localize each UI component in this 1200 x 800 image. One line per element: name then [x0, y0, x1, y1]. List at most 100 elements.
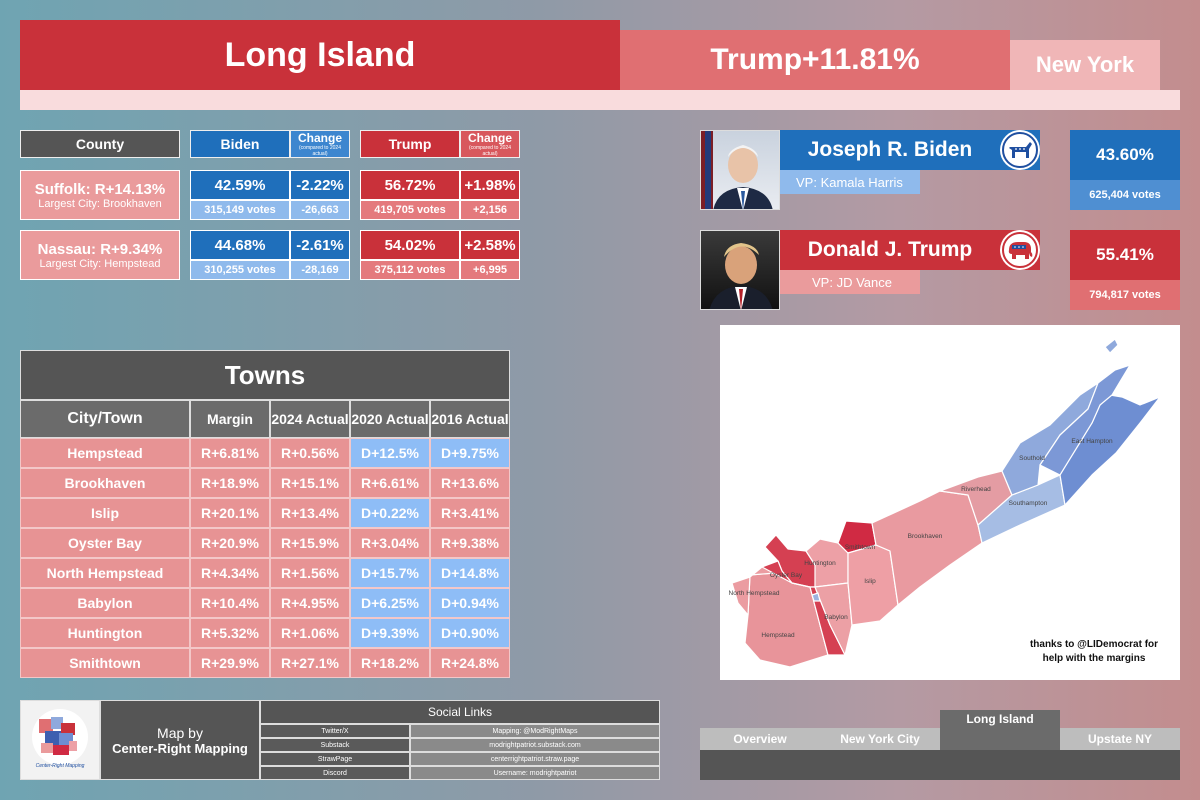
biden-change-label: Change	[297, 131, 342, 145]
town-value: D+15.7%	[350, 558, 430, 588]
biden-vote-change: -28,169	[290, 260, 350, 280]
trump-pct: 54.02%	[360, 230, 460, 260]
town-value: R+24.8%	[430, 648, 510, 678]
county-header: County	[20, 130, 180, 158]
title-text: Long Island	[224, 35, 416, 74]
trump-vp: VP: JD Vance	[780, 270, 920, 294]
social-row: Twitter/X Mapping: @ModRightMaps	[260, 724, 660, 738]
map-credit-line2: help with the margins	[1043, 653, 1146, 664]
trump-header: Trump	[360, 130, 460, 158]
town-name: Islip	[20, 498, 190, 528]
map-label-riverhead: Riverhead	[961, 486, 991, 493]
elephant-icon	[1000, 230, 1040, 270]
town-value: D+0.90%	[430, 618, 510, 648]
town-value: R+1.56%	[270, 558, 350, 588]
biden-votes: 310,255 votes	[190, 260, 290, 280]
biden-change-note: (compared to 2024 actual)	[299, 145, 341, 157]
author-name: Center-Right Mapping	[112, 740, 248, 756]
social-handle-link[interactable]: Mapping: @ModRightMaps	[410, 724, 660, 738]
democratic-party-logo	[1002, 132, 1038, 168]
town-value: R+20.1%	[190, 498, 270, 528]
biden-total-pct: 43.60%	[1070, 130, 1180, 180]
towns-header-row: City/Town Margin 2024 Actual 2020 Actual…	[20, 400, 510, 438]
town-value: R+13.6%	[430, 468, 510, 498]
social-handle-link[interactable]: modrightpatriot.substack.com	[410, 738, 660, 752]
map-label-east-hampton-1: East Hampton	[1071, 438, 1113, 445]
social-row: Discord Username: modrightpatriot	[260, 766, 660, 780]
town-name: Babylon	[20, 588, 190, 618]
candidate-name: Joseph R. Biden	[807, 138, 973, 161]
tab-bar-base	[700, 750, 1180, 780]
town-value: D+12.5%	[350, 438, 430, 468]
map-by-label: Map by	[157, 724, 203, 741]
town-value: R+20.9%	[190, 528, 270, 558]
person-silhouette-icon	[709, 243, 773, 309]
town-value: R+27.1%	[270, 648, 350, 678]
town-value: D+9.39%	[350, 618, 430, 648]
state-text: New York	[1035, 52, 1135, 77]
map-by-credit: Map by Center-Right Mapping	[100, 700, 260, 780]
table-row: Brookhaven R+18.9% R+15.1% R+6.61% R+13.6%	[20, 468, 510, 498]
col-header-2016: 2016 Actual	[430, 400, 510, 438]
trump-votes: 419,705 votes	[360, 200, 460, 220]
biden-change: -2.22%	[290, 170, 350, 200]
biden-photo	[700, 130, 780, 210]
biden-votes: 315,149 votes	[190, 200, 290, 220]
col-header-2024: 2024 Actual	[270, 400, 350, 438]
town-value: R+15.1%	[270, 468, 350, 498]
tab-new-york-city[interactable]: New York City	[820, 728, 940, 750]
county-largest-city: Largest City: Hempstead	[39, 257, 161, 270]
col-header-town: City/Town	[20, 400, 190, 438]
town-value: R+10.4%	[190, 588, 270, 618]
towns-body: Hempstead R+6.81% R+0.56% D+12.5% D+9.75% Bro…	[20, 438, 510, 678]
map-region-brookhaven	[871, 490, 983, 606]
trump-total-votes: 794,817 votes	[1070, 280, 1180, 310]
map-label-huntington: Huntington	[804, 560, 836, 567]
social-handle-link[interactable]: centerrightpatriot.straw.page	[410, 752, 660, 766]
table-row: North Hempstead R+4.34% R+1.56% D+15.7% D+14…	[20, 558, 510, 588]
biden-pct: 42.59%	[190, 170, 290, 200]
table-row: Huntington R+5.32% R+1.06% D+9.39% D+0.90%	[20, 618, 510, 648]
map-label-southampton: Southampton	[1009, 500, 1048, 507]
tab-long-island[interactable]: Long Island	[940, 710, 1060, 750]
town-value: R+4.95%	[270, 588, 350, 618]
map-label-hempstead: Hempstead	[761, 632, 795, 639]
tab-upstate-ny[interactable]: Upstate NY	[1060, 728, 1180, 750]
town-name: Oyster Bay	[20, 528, 190, 558]
town-value: R+13.4%	[270, 498, 350, 528]
tab-overview[interactable]: Overview	[700, 728, 820, 750]
town-value: D+0.94%	[430, 588, 510, 618]
trump-name-bar: Donald J. Trump	[780, 230, 1040, 270]
trump-vote-change: +6,995	[460, 260, 520, 280]
town-value: D+14.8%	[430, 558, 510, 588]
town-value: R+29.9%	[190, 648, 270, 678]
biden-name-bar: Joseph R. Biden	[780, 130, 1040, 170]
town-value: R+6.81%	[190, 438, 270, 468]
town-value: R+18.9%	[190, 468, 270, 498]
trump-change-label: Change	[467, 131, 512, 145]
map-label-east-hampton: East Hampton	[1071, 438, 1113, 445]
table-row: Hempstead R+6.81% R+0.56% D+12.5% D+9.75%	[20, 438, 510, 468]
town-value: R+3.41%	[430, 498, 510, 528]
margin-text: Trump+11.81%	[710, 43, 920, 76]
biden-change: -2.61%	[290, 230, 350, 260]
biden-total-votes: 625,404 votes	[1070, 180, 1180, 210]
col-header-margin: Margin	[190, 400, 270, 438]
header-strip	[20, 90, 1180, 110]
map-label-southold: Southold	[1019, 455, 1045, 462]
col-header-2020: 2020 Actual	[350, 400, 430, 438]
table-row: Babylon R+10.4% R+4.95% D+6.25% D+0.94%	[20, 588, 510, 618]
town-value: R+6.61%	[350, 468, 430, 498]
towns-title: Towns	[20, 350, 510, 400]
town-value: R+1.06%	[270, 618, 350, 648]
logo: Center-Right Mapping	[20, 700, 100, 780]
biden-vote-change: -26,663	[290, 200, 350, 220]
biden-pct: 44.68%	[190, 230, 290, 260]
table-row: Smithtown R+29.9% R+27.1% R+18.2% R+24.8%	[20, 648, 510, 678]
county-header-label: County	[75, 136, 125, 152]
social-platform: Substack	[260, 738, 410, 752]
social-row: StrawPage centerrightpatriot.straw.page	[260, 752, 660, 766]
trump-total-pct: 55.41%	[1070, 230, 1180, 280]
social-handle-link[interactable]: Username: modrightpatriot	[410, 766, 660, 780]
social-links-body: Twitter/X Mapping: @ModRightMaps Substack m…	[260, 724, 660, 780]
